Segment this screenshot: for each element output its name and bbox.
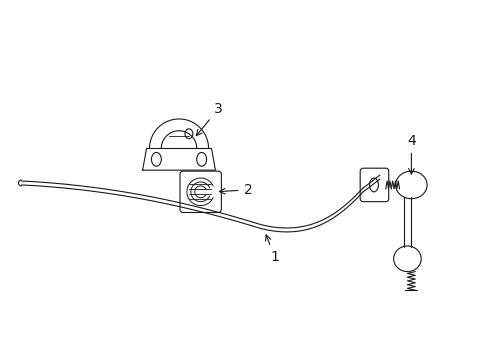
- FancyBboxPatch shape: [180, 171, 221, 212]
- Text: 4: 4: [406, 134, 415, 174]
- Ellipse shape: [196, 152, 206, 166]
- FancyBboxPatch shape: [360, 168, 388, 202]
- Text: 1: 1: [265, 235, 278, 264]
- Ellipse shape: [395, 171, 426, 199]
- Text: 3: 3: [196, 102, 223, 136]
- Ellipse shape: [184, 129, 192, 139]
- Ellipse shape: [151, 152, 161, 166]
- Ellipse shape: [393, 246, 420, 271]
- Ellipse shape: [369, 178, 378, 192]
- Text: 2: 2: [219, 183, 252, 197]
